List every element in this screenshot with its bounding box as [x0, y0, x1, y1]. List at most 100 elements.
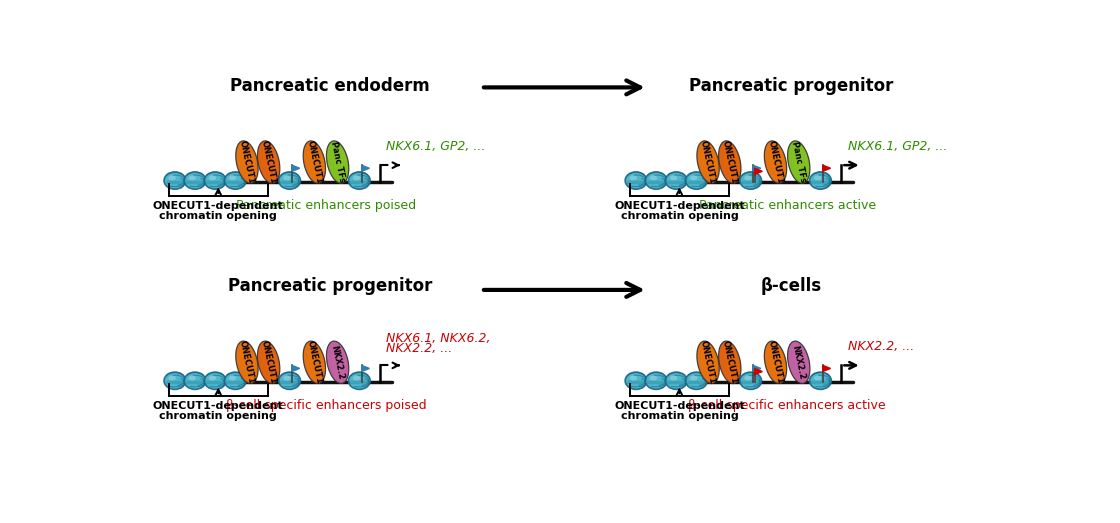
- Ellipse shape: [328, 344, 348, 380]
- Ellipse shape: [790, 344, 810, 380]
- Ellipse shape: [307, 345, 325, 379]
- Ellipse shape: [244, 350, 255, 371]
- Ellipse shape: [698, 342, 719, 382]
- Ellipse shape: [308, 346, 325, 378]
- Ellipse shape: [727, 350, 738, 371]
- Ellipse shape: [771, 147, 785, 174]
- Ellipse shape: [243, 349, 256, 373]
- Ellipse shape: [725, 147, 739, 174]
- Ellipse shape: [766, 142, 786, 181]
- Ellipse shape: [304, 142, 325, 183]
- Ellipse shape: [304, 341, 326, 383]
- Text: Panc TFs: Panc TFs: [790, 141, 808, 184]
- Ellipse shape: [765, 142, 786, 183]
- Ellipse shape: [259, 142, 280, 183]
- Ellipse shape: [699, 344, 719, 380]
- Ellipse shape: [304, 342, 325, 382]
- Ellipse shape: [244, 349, 255, 372]
- Ellipse shape: [258, 341, 280, 383]
- Ellipse shape: [260, 144, 279, 179]
- Ellipse shape: [719, 142, 740, 183]
- Ellipse shape: [237, 142, 258, 181]
- Ellipse shape: [700, 345, 718, 379]
- Ellipse shape: [236, 142, 258, 183]
- Text: β-cell specific enhancers poised: β-cell specific enhancers poised: [226, 399, 427, 412]
- Ellipse shape: [326, 141, 348, 183]
- Ellipse shape: [685, 372, 708, 390]
- Ellipse shape: [311, 350, 323, 371]
- Ellipse shape: [188, 376, 196, 381]
- Ellipse shape: [740, 372, 762, 390]
- Ellipse shape: [236, 341, 258, 383]
- Ellipse shape: [719, 141, 741, 183]
- Ellipse shape: [791, 144, 809, 179]
- Polygon shape: [362, 366, 370, 371]
- Text: Pancreatic progenitor: Pancreatic progenitor: [227, 277, 432, 295]
- Ellipse shape: [326, 341, 348, 383]
- Ellipse shape: [793, 347, 809, 376]
- Ellipse shape: [330, 346, 347, 378]
- Text: chromatin opening: chromatin opening: [620, 411, 738, 421]
- Ellipse shape: [650, 175, 657, 180]
- Ellipse shape: [333, 347, 347, 376]
- Ellipse shape: [264, 349, 278, 373]
- Text: NKX6.1, GP2, ...: NKX6.1, GP2, ...: [848, 140, 946, 153]
- Ellipse shape: [771, 348, 785, 374]
- Ellipse shape: [699, 143, 719, 180]
- Ellipse shape: [793, 147, 809, 175]
- Ellipse shape: [698, 142, 719, 183]
- Ellipse shape: [665, 172, 688, 189]
- Ellipse shape: [240, 145, 258, 178]
- Ellipse shape: [333, 147, 347, 175]
- Text: Pancreatic progenitor: Pancreatic progenitor: [689, 77, 893, 95]
- Ellipse shape: [335, 349, 346, 372]
- Text: ONECUT1-dependent: ONECUT1-dependent: [614, 201, 745, 211]
- Ellipse shape: [721, 344, 740, 380]
- Ellipse shape: [311, 150, 323, 171]
- Ellipse shape: [204, 172, 226, 189]
- Ellipse shape: [771, 147, 785, 175]
- Ellipse shape: [701, 346, 718, 378]
- Ellipse shape: [259, 343, 279, 381]
- Ellipse shape: [625, 372, 647, 390]
- Ellipse shape: [332, 346, 347, 377]
- Ellipse shape: [725, 348, 739, 374]
- Text: Pancreatic endoderm: Pancreatic endoderm: [230, 77, 430, 95]
- Text: Pancreatic enhancers active: Pancreatic enhancers active: [699, 199, 876, 212]
- Ellipse shape: [308, 145, 325, 177]
- Ellipse shape: [766, 344, 786, 380]
- Text: ONECUT1: ONECUT1: [721, 340, 739, 385]
- Text: ONECUT1-dependent: ONECUT1-dependent: [614, 401, 745, 411]
- Ellipse shape: [310, 349, 324, 373]
- Ellipse shape: [264, 147, 278, 174]
- Ellipse shape: [237, 343, 258, 381]
- Ellipse shape: [702, 347, 718, 376]
- Ellipse shape: [795, 349, 808, 373]
- Ellipse shape: [261, 145, 279, 178]
- Ellipse shape: [168, 175, 176, 180]
- Ellipse shape: [326, 341, 348, 383]
- Ellipse shape: [237, 143, 258, 180]
- Polygon shape: [755, 368, 763, 374]
- Ellipse shape: [326, 141, 348, 183]
- Ellipse shape: [724, 146, 739, 176]
- Ellipse shape: [740, 172, 762, 189]
- Ellipse shape: [699, 343, 719, 381]
- Text: ONECUT1: ONECUT1: [237, 140, 256, 185]
- Ellipse shape: [328, 143, 348, 180]
- Ellipse shape: [283, 175, 291, 180]
- Ellipse shape: [725, 347, 739, 376]
- Ellipse shape: [208, 376, 216, 381]
- Ellipse shape: [335, 350, 346, 371]
- Ellipse shape: [722, 345, 740, 379]
- Ellipse shape: [237, 344, 258, 380]
- Ellipse shape: [629, 175, 637, 180]
- Ellipse shape: [333, 147, 347, 174]
- Ellipse shape: [327, 142, 348, 183]
- Ellipse shape: [704, 149, 717, 173]
- Polygon shape: [755, 168, 763, 174]
- Ellipse shape: [810, 172, 831, 189]
- Ellipse shape: [304, 141, 326, 183]
- Text: NKX2.2: NKX2.2: [791, 344, 806, 380]
- Ellipse shape: [767, 144, 786, 179]
